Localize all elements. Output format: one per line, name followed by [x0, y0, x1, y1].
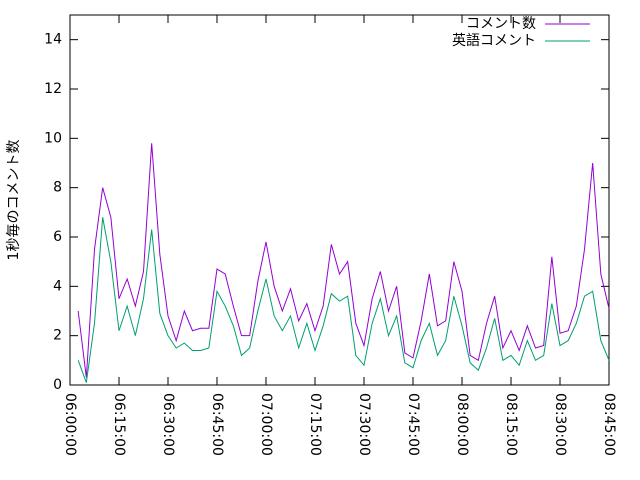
- y-tick-label: 4: [53, 278, 62, 294]
- y-axis-label: 1秒毎のコメント数: [6, 140, 22, 261]
- series-line: [77, 143, 610, 378]
- x-tick-label: 07:30:00: [356, 393, 372, 456]
- y-tick-label: 0: [53, 377, 62, 393]
- x-tick-label: 06:00:00: [62, 393, 78, 456]
- plot-frame: [69, 14, 610, 386]
- y-tick-label: 14: [44, 32, 62, 48]
- x-tick-label: 06:15:00: [111, 393, 127, 456]
- y-tick-label: 6: [53, 229, 62, 245]
- x-tick-label: 08:30:00: [552, 393, 568, 456]
- y-tick-label: 12: [44, 81, 62, 97]
- x-tick-label: 08:15:00: [503, 393, 519, 456]
- x-tick-label: 06:45:00: [209, 393, 225, 456]
- y-tick-label: 8: [53, 180, 62, 196]
- x-tick-label: 08:00:00: [454, 393, 470, 456]
- x-tick-label: 07:00:00: [258, 393, 274, 456]
- x-tick-label: 07:15:00: [307, 393, 323, 456]
- y-tick-label: 2: [53, 328, 62, 344]
- x-tick-label: 06:30:00: [160, 393, 176, 456]
- x-tick-label: 08:45:00: [601, 393, 617, 456]
- y-tick-label: 10: [44, 130, 62, 146]
- series-line: [77, 217, 610, 383]
- legend-label: 英語コメント: [452, 32, 536, 49]
- legend-label: コメント数: [466, 16, 536, 32]
- x-tick-label: 07:45:00: [405, 393, 421, 456]
